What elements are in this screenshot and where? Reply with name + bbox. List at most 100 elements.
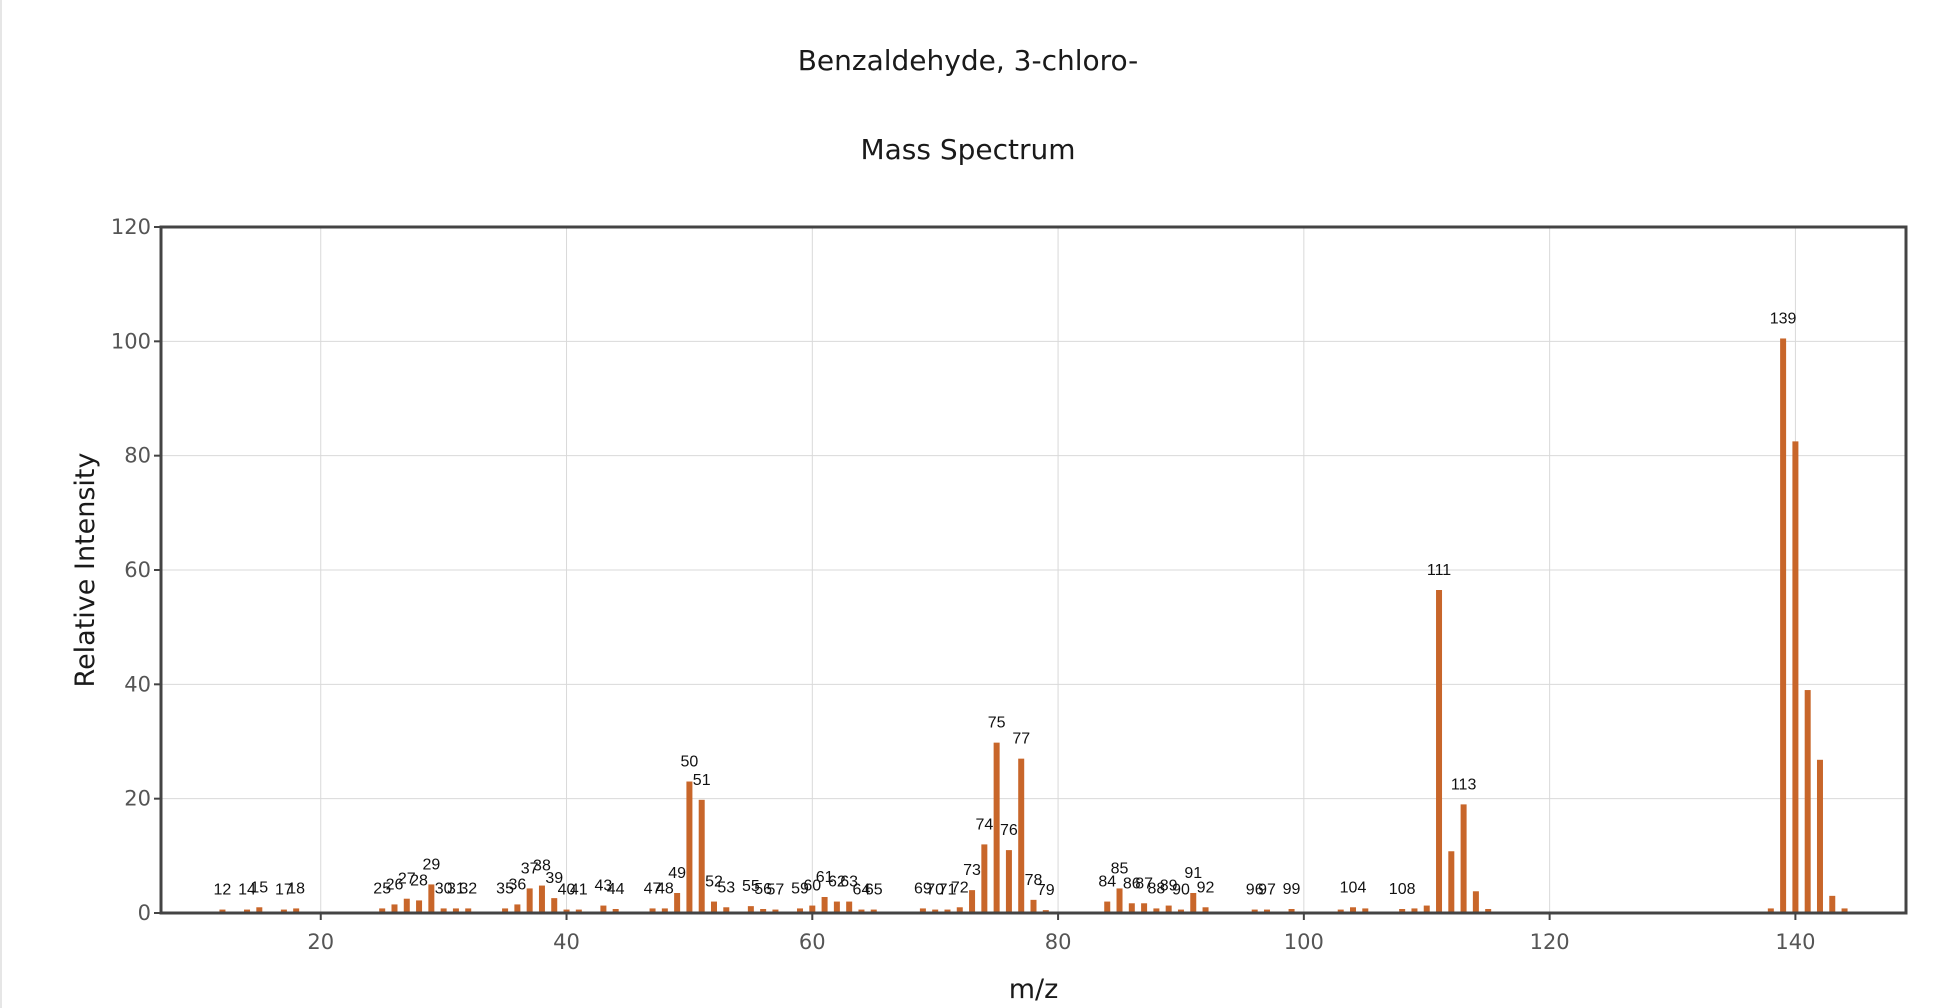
peak-label: 104 <box>1340 879 1367 896</box>
y-tick-label: 0 <box>138 901 151 925</box>
grid <box>161 227 1906 913</box>
peak-label: 38 <box>533 858 551 875</box>
peak-label: 63 <box>840 874 858 891</box>
peak-label: 35 <box>496 880 514 897</box>
peak-bar <box>1829 895 1836 913</box>
peak-label: 84 <box>1098 874 1116 891</box>
y-axis-ticks: 0 20 40 60 80 100 120 <box>111 215 161 925</box>
peak-label: 70 <box>926 882 944 899</box>
peak-label: 51 <box>693 772 711 789</box>
peak-bar <box>981 844 988 913</box>
peak-label: 43 <box>594 878 612 895</box>
peak-bar <box>1116 888 1123 913</box>
page-edge <box>0 0 2 1008</box>
peak-label: 48 <box>656 880 674 897</box>
y-tick-label: 40 <box>124 672 151 696</box>
peak-label: 55 <box>742 878 760 895</box>
peak-label: 26 <box>386 876 404 893</box>
peak-bar <box>1816 759 1823 913</box>
peak-bar <box>1005 850 1012 913</box>
peak-bar <box>538 885 545 913</box>
peak-label: 64 <box>853 882 871 899</box>
peak-label: 28 <box>410 872 428 889</box>
peak-bar <box>612 908 619 913</box>
peak-bar <box>1128 903 1135 913</box>
peak-label: 36 <box>508 876 526 893</box>
x-tick-label: 60 <box>799 930 826 954</box>
peak-bar <box>600 905 607 913</box>
peak-label: 77 <box>1012 731 1030 748</box>
peak-label: 75 <box>988 715 1006 732</box>
peak-bar <box>1202 907 1209 913</box>
y-axis-title: Relative Intensity <box>70 452 101 687</box>
peak-label: 91 <box>1184 865 1202 882</box>
peak-bar <box>1350 907 1357 913</box>
peak-bar <box>1804 690 1811 913</box>
peak-bar <box>686 781 693 913</box>
peak-bar <box>1767 908 1774 913</box>
peak-bar <box>747 906 754 913</box>
peak-label: 90 <box>1172 882 1190 899</box>
peak-bar <box>416 900 423 913</box>
peak-bar <box>956 907 963 913</box>
peak-bar <box>1436 590 1443 913</box>
peak-bar <box>1263 909 1270 913</box>
x-tick-label: 40 <box>553 930 580 954</box>
chart-title: Benzaldehyde, 3-chloro- <box>797 44 1139 77</box>
peak-label: 89 <box>1160 878 1178 895</box>
peak-label: 92 <box>1197 879 1215 896</box>
peak-label: 47 <box>644 880 662 897</box>
peak-bar <box>403 898 410 913</box>
peak-label: 14 <box>238 882 256 899</box>
peak-label: 113 <box>1451 776 1477 793</box>
peak-label: 31 <box>447 880 465 897</box>
peak-label: 57 <box>767 882 785 899</box>
peak-bar <box>293 908 300 913</box>
peak-bar <box>969 890 976 913</box>
peak-bar <box>1288 908 1295 913</box>
peak-bar <box>1018 758 1025 913</box>
peak-bar <box>452 908 459 913</box>
peak-label: 49 <box>668 865 686 882</box>
x-axis-title: m/z <box>1009 974 1059 1005</box>
peak-label: 30 <box>435 880 453 897</box>
bars <box>219 338 1848 914</box>
peak-bar <box>563 909 570 913</box>
peak-bar <box>1362 908 1369 913</box>
peak-label: 32 <box>459 880 477 897</box>
peak-bar <box>1472 891 1479 913</box>
peak-bar <box>944 909 951 913</box>
y-tick-label: 120 <box>111 215 151 239</box>
peak-label: 88 <box>1147 880 1165 897</box>
peak-bar <box>428 884 435 913</box>
x-axis-ticks: 20 40 60 80 100 120 140 <box>307 913 1815 954</box>
peak-bar <box>465 908 472 913</box>
peak-bar <box>833 901 840 913</box>
peak-label: 27 <box>398 871 416 888</box>
peak-bar <box>1411 908 1418 913</box>
peak-label: 69 <box>914 880 932 897</box>
peak-bar <box>772 909 779 913</box>
peak-bar <box>993 742 1000 913</box>
peak-label: 17 <box>275 882 293 899</box>
peak-bar <box>575 909 582 913</box>
peak-bar <box>674 892 681 913</box>
peak-label: 61 <box>816 869 834 886</box>
peak-bar <box>1792 441 1799 913</box>
peak-label: 111 <box>1427 562 1451 579</box>
peak-bar <box>1251 909 1258 913</box>
peak-label: 96 <box>1246 882 1264 899</box>
y-tick-label: 100 <box>111 329 151 353</box>
peak-label: 39 <box>545 870 563 887</box>
peak-label: 41 <box>570 882 588 899</box>
peak-label: 87 <box>1135 875 1153 892</box>
peak-bar <box>821 896 828 913</box>
peak-bar <box>1165 905 1172 913</box>
peak-label: 56 <box>754 881 772 898</box>
peak-bar <box>809 905 816 913</box>
chart-subtitle: Mass Spectrum <box>860 133 1076 166</box>
peak-bar <box>391 904 398 913</box>
peak-label: 76 <box>1000 822 1018 839</box>
peak-label: 15 <box>250 879 268 896</box>
